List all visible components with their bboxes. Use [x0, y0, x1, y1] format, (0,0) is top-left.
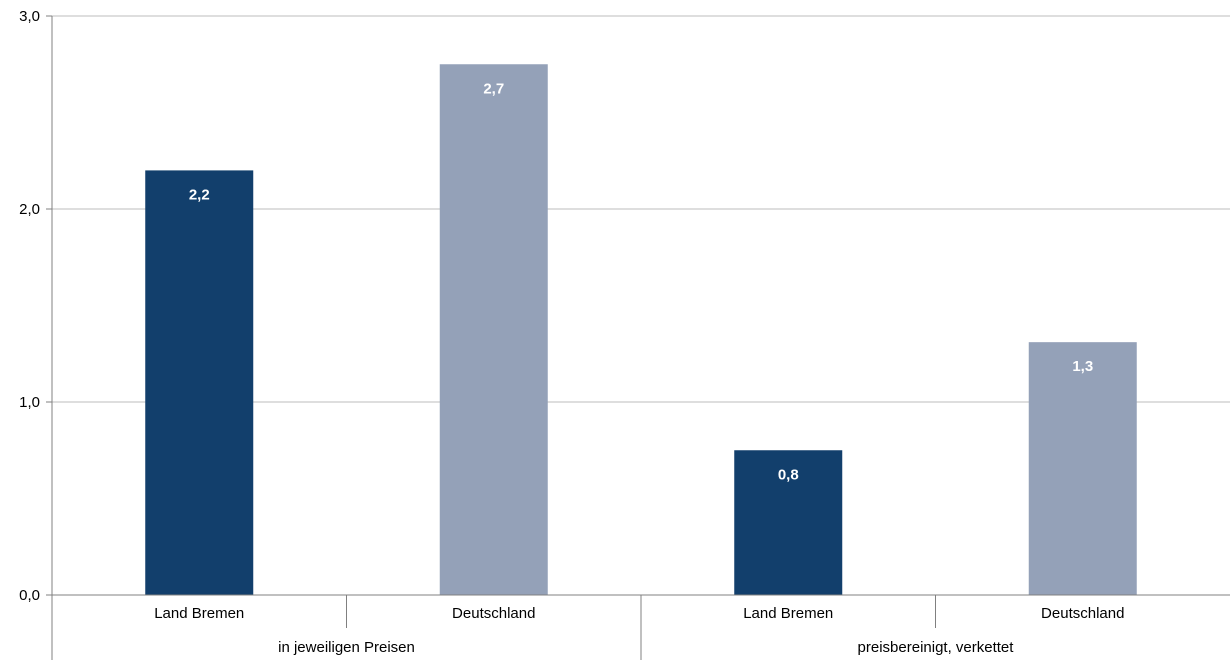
bar	[1028, 342, 1137, 595]
category-label: Deutschland	[452, 605, 535, 622]
group-label: preisbereinigt, verkettet	[858, 639, 1015, 656]
y-tick-label: 1,0	[19, 394, 40, 411]
data-label: 0,8	[778, 466, 799, 483]
y-tick-label: 3,0	[19, 8, 40, 25]
category-label: Land Bremen	[743, 605, 833, 622]
data-label: 2,2	[189, 186, 210, 203]
axes	[51, 16, 1230, 660]
data-label: 2,7	[483, 80, 504, 97]
x-axis-labels: Land Bremen Deutschland in jeweiligen Prei…	[154, 605, 1124, 656]
category-label: Land Bremen	[154, 605, 244, 622]
y-tick-label: 2,0	[19, 201, 40, 218]
bar	[145, 170, 254, 595]
bars: 2,2 2,7 0,8 1,3	[145, 64, 1137, 595]
y-axis-ticks: 0,0 1,0 2,0 3,0	[19, 8, 52, 604]
category-label: Deutschland	[1041, 605, 1124, 622]
y-tick-label: 0,0	[19, 587, 40, 604]
bar	[734, 450, 843, 595]
group-label: in jeweiligen Preisen	[278, 639, 415, 656]
bar	[439, 64, 548, 595]
data-label: 1,3	[1072, 358, 1093, 375]
